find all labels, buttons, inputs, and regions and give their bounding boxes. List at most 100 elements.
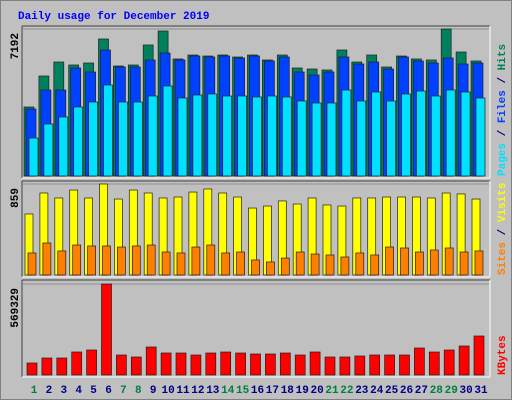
x-tick-label: 5 [90,385,97,397]
bar [295,251,305,276]
bar [162,85,173,177]
bar [443,349,455,376]
bar [325,254,335,276]
bar [267,95,277,177]
x-tick-label: 3 [60,385,67,397]
bar [474,250,484,276]
bar [458,345,470,376]
bar [415,251,424,276]
x-tick-label: 19 [296,385,309,397]
bar [400,247,409,276]
bar [73,106,84,177]
bar [222,95,233,177]
bar [340,256,350,276]
bar [459,251,469,276]
x-tick-label: 28 [430,385,444,397]
x-tick-label: 25 [385,385,399,397]
legend-separator: / [497,70,509,90]
x-tick-label: 16 [251,385,264,397]
bar [309,351,321,376]
x-tick-label: 30 [459,385,472,397]
x-tick-label: 11 [176,385,190,397]
bar [43,123,54,177]
legend-entry: Visits [497,183,509,223]
bar [355,252,365,276]
x-tick-label: 4 [75,385,82,397]
x-tick-label: 13 [206,385,220,397]
legend-entry: Hits [497,44,509,70]
legend: Sites / Visits [497,183,509,275]
bar [444,247,454,276]
bar [28,137,39,177]
x-tick-label: 6 [105,385,112,397]
x-tick-label: 1 [31,385,38,397]
bar [311,102,322,177]
legend: KBytes [497,335,509,375]
bar [341,89,352,177]
bar [385,246,394,276]
bar [176,252,186,276]
bar [371,91,382,177]
bar [250,353,261,376]
y-tick-label: 569329 [10,288,22,328]
bar [354,355,366,376]
bar [26,362,38,376]
x-tick-label: 7 [120,385,127,397]
bar [27,252,37,276]
x-tick-label: 26 [400,385,413,397]
bar [460,91,471,177]
bar [131,245,141,276]
bar [430,95,441,177]
bar [428,351,440,376]
legend-entry: Files [497,90,509,123]
bar [41,357,53,376]
bar [206,244,216,276]
chart-title: Daily usage for December 2019 [18,11,209,23]
x-tick-label: 12 [191,385,204,397]
bar [146,244,156,276]
bar [429,249,439,276]
bar [42,242,52,276]
bar [237,95,247,177]
y-tick-label: 859 [10,188,22,208]
bar [145,346,157,376]
legend-entry: Sites [497,242,509,275]
bar [384,354,395,376]
legend-separator: / [497,123,509,143]
x-tick-label: 20 [310,385,323,397]
x-tick-label: 31 [474,385,488,397]
bar [57,250,67,276]
bar [190,354,202,376]
bar [103,84,113,177]
bar [356,100,367,177]
bar [221,252,231,276]
y-tick-label: 7192 [10,33,22,59]
bar [71,351,83,376]
bar [130,356,142,376]
bar [339,356,351,376]
bar [252,96,262,177]
bar [251,259,260,276]
bar [192,94,203,177]
bar [102,245,111,276]
bar [235,352,246,376]
bar [87,245,96,276]
x-tick-label: 24 [370,385,384,397]
bar [205,352,217,376]
x-tick-label: 8 [135,385,142,397]
legend-entry: Pages [497,143,509,176]
bar [399,354,410,376]
x-tick-label: 15 [236,385,250,397]
bar [161,251,171,276]
bar [117,246,126,276]
bar [279,352,291,376]
bar [118,101,128,177]
bar [116,354,127,376]
bar [281,96,292,177]
bar [369,354,381,376]
x-tick-label: 27 [415,385,428,397]
bar [326,102,337,177]
bar [236,251,245,276]
bar [265,353,276,376]
bar [147,95,158,177]
